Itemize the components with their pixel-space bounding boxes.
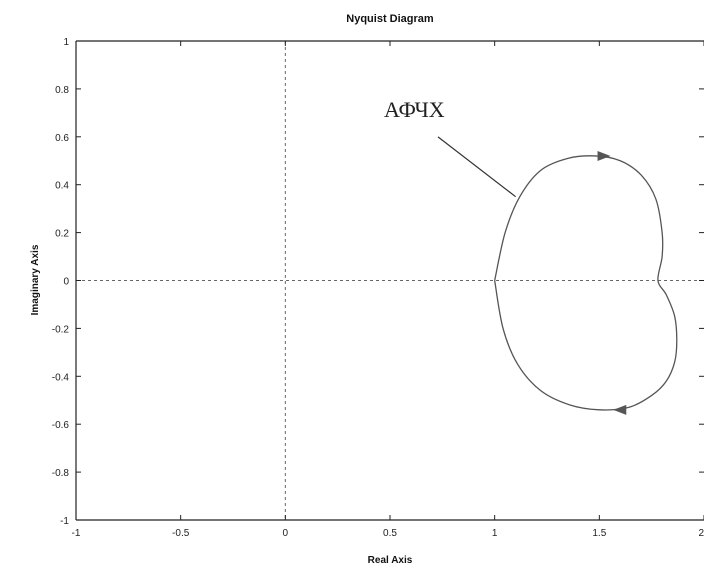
y-tick-label: -1 xyxy=(60,516,69,527)
y-tick-label: -0.8 xyxy=(52,468,70,479)
reference-lines xyxy=(76,41,704,520)
x-tick-label: 0.5 xyxy=(383,528,397,539)
annotation-label: АФЧХ xyxy=(384,97,445,122)
direction-arrow-0 xyxy=(597,150,611,161)
x-tick-label: 1.5 xyxy=(592,528,606,539)
x-tick-label: -1 xyxy=(72,528,81,539)
y-tick-label: -0.4 xyxy=(52,372,70,383)
direction-arrow-1 xyxy=(613,404,627,415)
nyquist-curve-0 xyxy=(494,155,678,411)
x-axis-label: Real Axis xyxy=(368,555,413,566)
tick-labels: -1 -0.5 0 0.5 1 1.5 2 -1 -0.8 -0.6 -0.4 -0.2 0 0.2 0.4… xyxy=(52,37,704,539)
x-tick-label: 1 xyxy=(492,528,498,539)
annotation-layer: АФЧХ xyxy=(384,97,516,198)
y-tick-label: 1 xyxy=(63,37,69,48)
y-tick-label: 0.6 xyxy=(55,133,69,144)
x-tick-label: 2 xyxy=(698,528,704,539)
chart-title: Nyquist Diagram xyxy=(346,13,434,25)
y-tick-label: 0.2 xyxy=(55,229,69,240)
direction-arrows xyxy=(597,150,627,415)
x-tick-label: -0.5 xyxy=(172,528,190,539)
y-tick-label: -0.2 xyxy=(52,324,70,335)
annotation-pointer-line xyxy=(437,136,516,198)
y-tick-label: 0.8 xyxy=(55,85,69,96)
y-tick-label: 0.4 xyxy=(55,181,69,192)
y-tick-label: 0 xyxy=(63,277,69,288)
x-tick-label: 0 xyxy=(283,528,289,539)
nyquist-curve-layer xyxy=(494,155,678,411)
y-tick-label: -0.6 xyxy=(52,420,70,431)
y-axis-label: Imaginary Axis xyxy=(30,244,41,315)
